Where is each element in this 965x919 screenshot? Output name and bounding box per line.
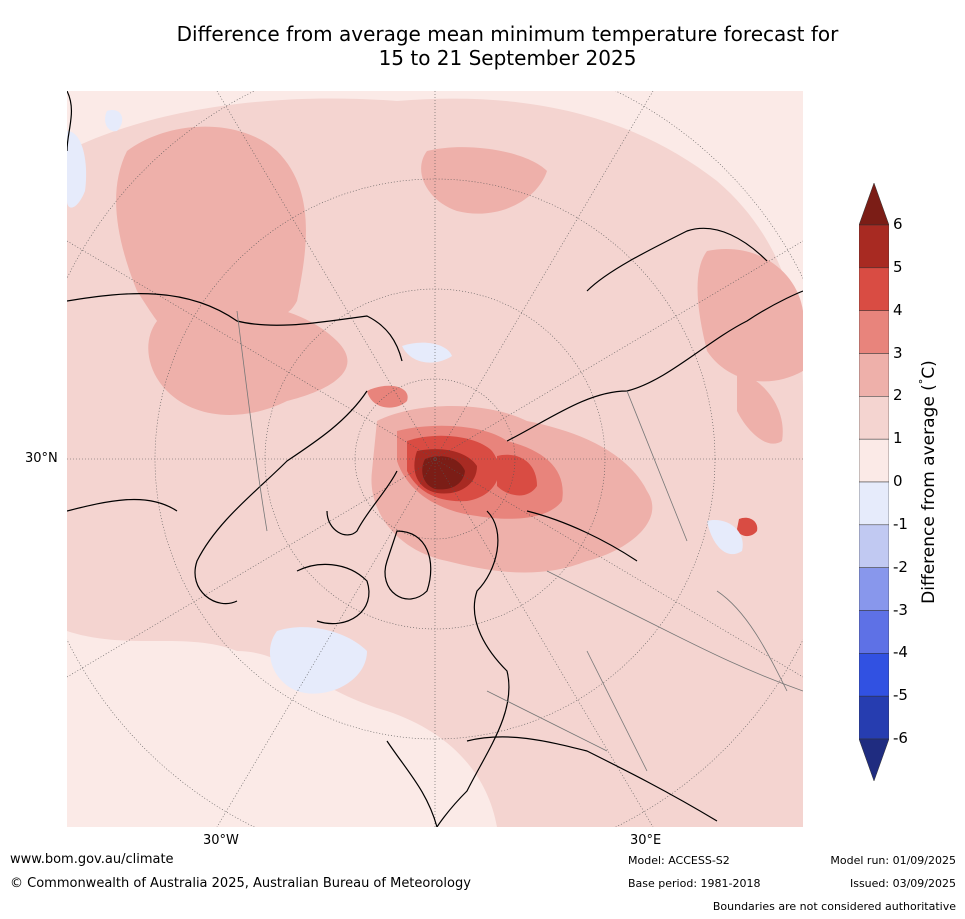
title-line-1: Difference from average mean minimum tem…: [176, 22, 839, 46]
anomaly-4-5-region-east: [497, 454, 537, 496]
colorbar-bin: [859, 183, 889, 226]
colorbar-tick-label: 5: [893, 257, 903, 276]
lon-label-30e: 30°E: [630, 833, 662, 848]
anomaly-above-6-region: [422, 456, 465, 490]
colorbar-tick-label: 4: [893, 300, 903, 319]
colorbar: [859, 183, 889, 781]
colorbar-tick-label: 1: [893, 429, 903, 448]
colorbar-bin: [859, 610, 889, 654]
anomaly-2-3-region-asia: [697, 249, 803, 382]
title-line-2: 15 to 21 September 2025: [378, 46, 637, 70]
model-run-text: Model run: 01/09/2025: [830, 854, 956, 867]
colorbar-bin: [859, 310, 889, 354]
colorbar-tick-label: -6: [893, 729, 908, 747]
colorbar-tick-label: -4: [893, 643, 908, 662]
anomaly-minus-1-0-region-greenland: [402, 342, 452, 363]
colorbar-label-unit: C): [918, 360, 939, 379]
anomaly-minus-1-0-region-pacific: [269, 627, 367, 694]
lon-label-30w: 30°W: [203, 833, 239, 848]
graticule: [67, 91, 803, 827]
colorbar-bin: [859, 567, 889, 611]
disclaimer-text: Boundaries are not considered authoritat…: [712, 900, 956, 913]
colorbar-bin: [859, 524, 889, 568]
colorbar-tick-label: -1: [893, 514, 908, 533]
anomaly-3-4-region-north: [367, 385, 408, 408]
colorbar-bin: [859, 224, 889, 269]
colorbar-tick-label: -5: [893, 686, 908, 705]
colorbar-tick-label: -3: [893, 600, 908, 619]
anomaly-2-3-region-northpacific: [116, 126, 306, 347]
colorbar-tick-label: -2: [893, 557, 908, 576]
anomaly-2-3-region-central-asia: [737, 371, 783, 444]
lat-label-30n: 30°N: [25, 451, 58, 466]
anomaly-2-3-region-kamchatka: [421, 147, 547, 214]
anomaly-minus-1-0-region-nw: [67, 131, 87, 208]
chart-title: Difference from average mean minimum tem…: [60, 22, 955, 70]
issued-text: Issued: 03/09/2025: [849, 877, 956, 890]
colorbar-bin: [859, 481, 889, 526]
colorbar-tick-label: 6: [893, 215, 903, 233]
forecast-map[interactable]: [67, 91, 803, 827]
colorbar-bin: [859, 353, 889, 397]
map-canvas: [67, 91, 803, 827]
country-borders: [236, 310, 803, 772]
colorbar-tick-label: 3: [893, 343, 903, 362]
colorbar-bin: [859, 738, 889, 781]
model-text: Model: ACCESS-S2: [628, 854, 730, 867]
colorbar-tick-label: 0: [893, 472, 903, 490]
anomaly-4-5-region-asia: [737, 517, 758, 537]
anomaly-minus-1-0-region-asia: [707, 520, 743, 555]
copyright-text: © Commonwealth of Australia 2025, Austra…: [10, 876, 471, 891]
colorbar-bin: [859, 396, 889, 440]
colorbar-bin: [859, 653, 889, 697]
coastlines: [67, 91, 803, 827]
colorbar-label-main: Difference from average (: [918, 384, 939, 604]
colorbar-label-degree: °: [917, 378, 931, 385]
anomaly-minus-1-0-region-top: [105, 110, 123, 132]
anomaly-2-3-region-alaska: [148, 303, 348, 415]
base-period-text: Base period: 1981-2018: [628, 877, 761, 890]
colorbar-bin: [859, 267, 889, 311]
colorbar-bin: [859, 695, 889, 740]
colorbar-tick-label: 2: [893, 386, 903, 405]
colorbar-label: Difference from average (°C): [917, 360, 939, 604]
colorbar-bin: [859, 438, 889, 483]
website-link[interactable]: www.bom.gov.au/climate: [10, 852, 174, 867]
